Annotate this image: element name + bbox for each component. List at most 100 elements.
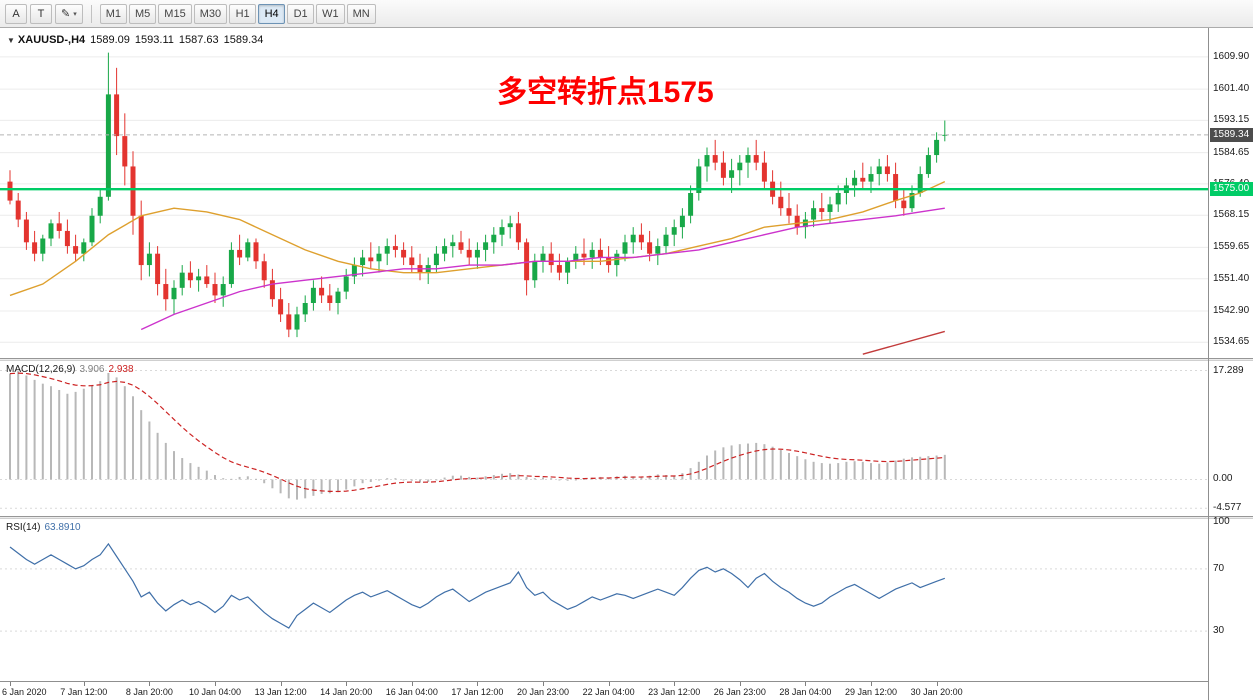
- candle-up: [852, 177, 858, 186]
- macd-histogram-bar: [738, 444, 741, 480]
- ma-line-magenta: [140, 207, 945, 331]
- time-axis-label: 22 Jan 04:00: [582, 687, 635, 697]
- macd-histogram-bar: [829, 463, 831, 480]
- candle-up: [622, 242, 628, 254]
- macd-histogram-bar: [197, 466, 200, 480]
- price-chart-pane[interactable]: [0, 28, 1208, 358]
- time-tick: [215, 682, 216, 686]
- candle-up: [245, 242, 251, 258]
- candle-down: [753, 155, 759, 163]
- time-tick: [543, 682, 544, 686]
- candle-up: [507, 223, 513, 228]
- timeframe-button-h4[interactable]: H4: [258, 3, 286, 24]
- timeframe-button-m30[interactable]: M30: [193, 3, 228, 24]
- candle-up: [917, 174, 923, 193]
- pointer-tool-button[interactable]: A: [5, 3, 27, 24]
- candle-down: [893, 174, 899, 201]
- timeframe-button-mn[interactable]: MN: [346, 3, 376, 24]
- candle-down: [15, 200, 21, 220]
- candle-down: [515, 223, 521, 243]
- price-axis-label: 1542.90: [1213, 304, 1250, 316]
- macd-histogram-bar: [927, 456, 930, 480]
- candle-down: [253, 242, 259, 262]
- macd-histogram-bar: [419, 479, 421, 483]
- macd-histogram-bar: [328, 479, 331, 494]
- candle-down: [466, 249, 472, 258]
- candle-down: [392, 246, 398, 250]
- rsi-name-label: RSI(14): [6, 522, 41, 533]
- time-axis[interactable]: 6 Jan 2020 7 Jan 12:00 8 Jan 20:00 10 Jan 0…: [0, 681, 1208, 700]
- macd-histogram-bar: [861, 461, 864, 480]
- symbol-period-label: XAUUSD-,H4: [17, 34, 86, 46]
- time-tick: [149, 682, 151, 686]
- macd-histogram-bar: [173, 451, 175, 480]
- candle-up: [671, 227, 677, 235]
- candle-down: [64, 230, 70, 247]
- macd-histogram-bar: [238, 476, 241, 480]
- price-axis-label: 1568.15: [1213, 209, 1250, 221]
- candle-down: [114, 94, 120, 137]
- chart-header: ▼ XAUUSD-,H4 1589.09 1593.11 1587.63 1589.34: [7, 34, 263, 46]
- candle-down: [56, 223, 62, 231]
- candle-up: [196, 276, 202, 281]
- macd-signal-value: 2.938: [108, 364, 134, 375]
- candle-down: [786, 208, 792, 216]
- timeframe-button-d1[interactable]: D1: [287, 3, 315, 24]
- candle-up: [934, 139, 940, 156]
- candle-down: [597, 249, 603, 258]
- collapse-triangle-icon[interactable]: ▼: [7, 36, 15, 45]
- timeframe-button-m5[interactable]: M5: [129, 3, 157, 24]
- rsi-label: RSI(14) 63.8910: [6, 522, 85, 533]
- macd-histogram-bar: [771, 446, 774, 480]
- candle-up: [655, 246, 661, 254]
- macd-indicator-pane[interactable]: [0, 361, 1208, 516]
- ma-line-orange: [9, 180, 946, 297]
- macd-histogram-bar: [853, 461, 856, 480]
- macd-histogram-bar: [263, 479, 266, 484]
- rsi-indicator-pane[interactable]: [0, 519, 1208, 681]
- macd-histogram-bar: [517, 474, 520, 480]
- candle-up: [745, 155, 751, 163]
- macd-histogram-bar: [17, 371, 20, 480]
- macd-histogram-bar: [542, 477, 544, 480]
- candle-down: [130, 166, 136, 216]
- time-tick: [83, 682, 85, 686]
- candle-up: [688, 193, 694, 216]
- candle-down: [122, 136, 128, 167]
- macd-axis-label: 17.289: [1213, 364, 1244, 376]
- candle-up: [573, 253, 579, 262]
- macd-histogram-bar: [74, 391, 77, 480]
- time-axis-label: 14 Jan 20:00: [320, 687, 373, 697]
- macd-histogram-bar: [246, 476, 249, 480]
- macd-histogram-bar: [902, 458, 905, 480]
- time-tick: [280, 682, 282, 686]
- timeframe-button-w1[interactable]: W1: [316, 3, 345, 24]
- candle-up: [679, 215, 685, 228]
- pane-resize-handle[interactable]: [0, 358, 1253, 361]
- macd-histogram-bar: [632, 476, 635, 480]
- candle-up: [343, 276, 349, 292]
- rsi-axis-label: 70: [1213, 562, 1225, 574]
- candle-up: [540, 253, 546, 262]
- candle-up: [827, 204, 833, 212]
- time-axis-label: 16 Jan 04:00: [385, 687, 438, 697]
- macd-histogram-bar: [181, 458, 184, 480]
- price-axis-column[interactable]: 1609.901601.401593.151584.651576.401568.…: [1208, 28, 1253, 700]
- candle-up: [376, 253, 382, 262]
- time-tick: [346, 682, 348, 686]
- candle-up: [925, 155, 931, 175]
- timeframe-button-h1[interactable]: H1: [229, 3, 257, 24]
- candle-down: [163, 284, 169, 300]
- draw-tools-button[interactable]: ✎ ▾: [55, 3, 83, 24]
- pane-resize-handle[interactable]: [0, 516, 1253, 519]
- macd-histogram-bar: [730, 445, 733, 480]
- candle-down: [286, 314, 292, 330]
- candle-up: [491, 234, 497, 243]
- timeframe-button-m1[interactable]: M1: [99, 3, 128, 24]
- timeframe-button-m15[interactable]: M15: [158, 3, 192, 24]
- macd-histogram-bar: [361, 479, 364, 484]
- text-tool-button[interactable]: T: [30, 3, 52, 24]
- candle-down: [901, 200, 907, 209]
- candle-up: [835, 193, 841, 205]
- macd-histogram-bar: [140, 410, 143, 480]
